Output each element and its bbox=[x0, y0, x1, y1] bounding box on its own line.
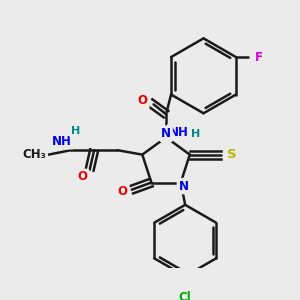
Text: H: H bbox=[191, 129, 200, 139]
Text: NH: NH bbox=[52, 135, 72, 148]
Text: N: N bbox=[178, 180, 188, 193]
Text: H: H bbox=[71, 125, 80, 136]
Text: F: F bbox=[255, 51, 263, 64]
Text: NH: NH bbox=[169, 125, 188, 139]
Text: O: O bbox=[118, 185, 128, 198]
Text: O: O bbox=[138, 94, 148, 107]
Text: N: N bbox=[161, 127, 171, 140]
Text: CH₃: CH₃ bbox=[22, 148, 46, 161]
Text: S: S bbox=[227, 148, 236, 161]
Text: Cl: Cl bbox=[179, 291, 192, 300]
Text: O: O bbox=[77, 170, 88, 183]
